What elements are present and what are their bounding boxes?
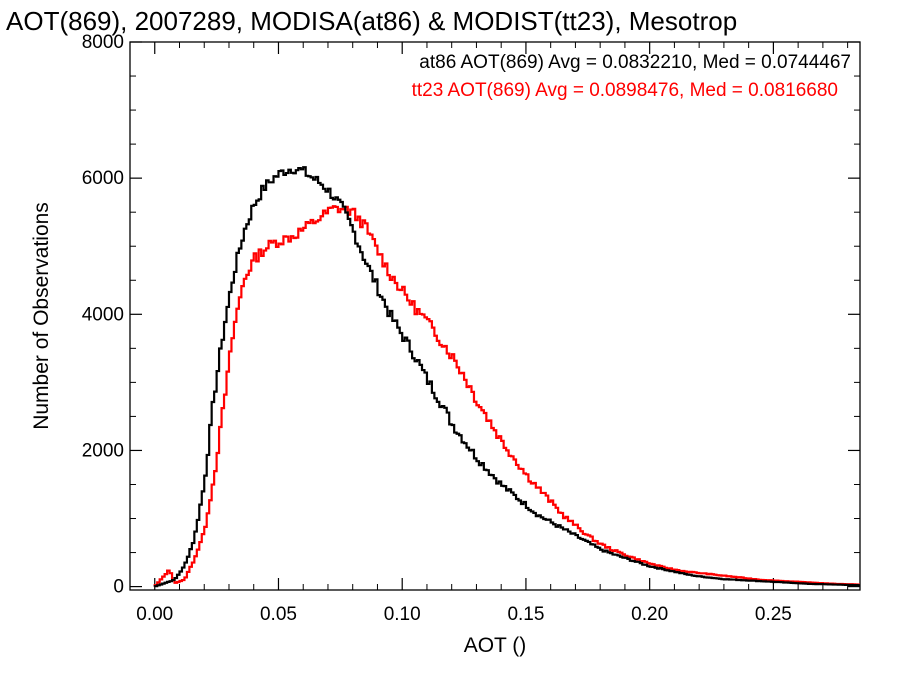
- chart-title: AOT(869), 2007289, MODISA(at86) & MODIST…: [6, 6, 737, 36]
- series-layer: [153, 166, 860, 588]
- plot-frame: [129, 41, 861, 591]
- y-tick-label: 2000: [82, 440, 124, 461]
- legend-entry-tt23: tt23 AOT(869) Avg = 0.0898476, Med = 0.0…: [412, 80, 838, 101]
- x-tick-label: 0.15: [507, 604, 544, 625]
- x-tick-label: 0.00: [136, 604, 173, 625]
- x-tick-label: 0.10: [384, 604, 421, 625]
- x-tick-label: 0.05: [260, 604, 297, 625]
- y-tick-label: 4000: [82, 304, 124, 325]
- legend-entry-at86: at86 AOT(869) Avg = 0.0832210, Med = 0.0…: [419, 52, 851, 73]
- series-at86-line: [153, 166, 860, 588]
- y-axis-label: Number of Observations: [30, 202, 53, 430]
- x-axis-label: AOT (): [464, 634, 527, 657]
- x-tick-label: 0.20: [631, 604, 668, 625]
- y-tick-label: 8000: [82, 32, 124, 53]
- y-tick-label: 6000: [82, 168, 124, 189]
- y-tick-label: 0: [113, 577, 124, 598]
- x-tick-label: 0.25: [755, 604, 792, 625]
- x-axis: 0.00 0.05 0.10 0.15 0.20 0.25: [136, 42, 849, 625]
- series-tt23-line: [153, 205, 860, 587]
- y-axis: 0 2000 4000 6000 8000: [82, 32, 860, 598]
